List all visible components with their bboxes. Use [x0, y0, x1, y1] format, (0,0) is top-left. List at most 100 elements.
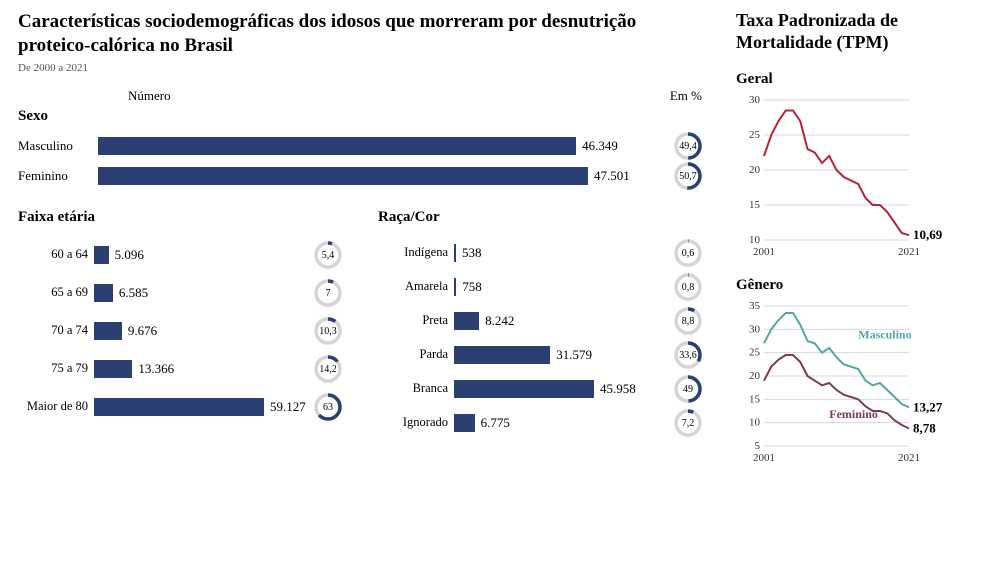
svg-text:7,2: 7,2 [682, 418, 695, 429]
svg-text:50,7: 50,7 [679, 171, 697, 182]
raca-rows: Indígena 538 0,6 Amarela 758 0,8 Preta 8… [378, 236, 708, 440]
svg-text:13,27: 13,27 [913, 400, 943, 415]
donut-wrap: 10,3 [308, 316, 348, 346]
row-value: 59.127 [270, 399, 306, 415]
row-category: 60 a 64 [18, 247, 94, 262]
svg-text:30: 30 [749, 94, 761, 106]
svg-text:10,3: 10,3 [319, 326, 337, 337]
svg-text:2021: 2021 [898, 452, 920, 464]
donut-wrap: 7 [308, 278, 348, 308]
bar-row: Feminino 47.501 50,7 [18, 161, 708, 191]
svg-text:14,2: 14,2 [319, 364, 337, 375]
donut-wrap: 8,8 [668, 306, 708, 336]
bar [454, 380, 594, 398]
faixa-rows: 60 a 64 5.096 5,4 65 a 69 6.585 7 70 a 7… [18, 236, 348, 426]
bar-row: Preta 8.242 8,8 [378, 304, 708, 338]
donut-icon: 7 [313, 278, 343, 308]
bar [454, 312, 479, 330]
chart-title-genero: Gênero [736, 277, 966, 294]
row-category: Parda [378, 347, 454, 362]
svg-text:20: 20 [749, 370, 761, 382]
bar [454, 244, 456, 262]
donut-wrap: 49 [668, 374, 708, 404]
donut-wrap: 7,2 [668, 408, 708, 438]
svg-text:2001: 2001 [753, 246, 775, 258]
bar-row: Parda 31.579 33,6 [378, 338, 708, 372]
bar [454, 346, 550, 364]
svg-text:Masculino: Masculino [858, 328, 911, 342]
svg-text:2021: 2021 [898, 246, 920, 258]
column-headers: Número Em % [18, 88, 708, 104]
geral-line-chart: 10152025302001202110,69 [736, 92, 951, 262]
row-category: Masculino [18, 138, 98, 154]
row-value: 6.775 [481, 415, 510, 431]
donut-wrap: 33,6 [668, 340, 708, 370]
svg-text:10: 10 [749, 417, 761, 429]
row-value: 45.958 [600, 381, 636, 397]
donut-icon: 10,3 [313, 316, 343, 346]
donut-icon: 49,4 [673, 131, 703, 161]
svg-text:49,4: 49,4 [679, 141, 697, 152]
bar-row: 70 a 74 9.676 10,3 [18, 312, 348, 350]
row-category: 65 a 69 [18, 285, 94, 300]
row-category: Preta [378, 313, 454, 328]
row-value: 47.501 [594, 168, 630, 184]
donut-icon: 50,7 [673, 161, 703, 191]
section-sexo: Sexo [18, 108, 708, 125]
bar-wrap: 9.676 [94, 322, 308, 340]
bar-wrap: 47.501 [98, 167, 668, 185]
bar-row: Maior de 80 59.127 63 [18, 388, 348, 426]
svg-text:30: 30 [749, 324, 761, 336]
donut-wrap: 50,7 [668, 161, 708, 191]
row-category: 75 a 79 [18, 361, 94, 376]
bar-row: 75 a 79 13.366 14,2 [18, 350, 348, 388]
bar-wrap: 6.585 [94, 284, 308, 302]
right-panel: Taxa Padronizada de Mortalidade (TPM) Ge… [736, 10, 966, 473]
donut-wrap: 0,8 [668, 272, 708, 302]
bar-wrap: 5.096 [94, 246, 308, 264]
row-category: Feminino [18, 168, 98, 184]
svg-text:5: 5 [755, 440, 761, 452]
bar-wrap: 31.579 [454, 346, 668, 364]
donut-icon: 7,2 [673, 408, 703, 438]
row-value: 5.096 [115, 247, 144, 263]
bar [94, 284, 113, 302]
svg-text:15: 15 [749, 394, 761, 406]
bar [454, 278, 456, 296]
chart-title-geral: Geral [736, 71, 966, 88]
svg-text:49: 49 [683, 384, 693, 395]
row-category: Indígena [378, 245, 454, 260]
subtitle: De 2000 a 2021 [18, 62, 708, 74]
donut-wrap: 14,2 [308, 354, 348, 384]
left-panel: Características sociodemográficas dos id… [18, 10, 708, 473]
bar-row: 65 a 69 6.585 7 [18, 274, 348, 312]
svg-text:Feminino: Feminino [829, 407, 878, 421]
row-value: 538 [462, 245, 482, 261]
header-numero: Número [128, 88, 171, 104]
row-category: Maior de 80 [18, 399, 94, 414]
svg-text:33,6: 33,6 [679, 350, 697, 361]
section-faixa: Faixa etária [18, 209, 348, 226]
bar [94, 246, 109, 264]
donut-icon: 33,6 [673, 340, 703, 370]
bar [98, 167, 588, 185]
donut-icon: 5,4 [313, 240, 343, 270]
donut-icon: 8,8 [673, 306, 703, 336]
svg-text:7: 7 [326, 288, 331, 299]
bar [98, 137, 576, 155]
row-value: 758 [462, 279, 482, 295]
row-category: Ignorado [378, 415, 454, 430]
faixa-column: Faixa etária 60 a 64 5.096 5,4 65 a 69 6… [18, 205, 348, 440]
svg-text:20: 20 [749, 164, 761, 176]
svg-text:5,4: 5,4 [322, 250, 335, 261]
row-category: 70 a 74 [18, 323, 94, 338]
bar-wrap: 6.775 [454, 414, 668, 432]
row-value: 6.585 [119, 285, 148, 301]
section-raca: Raça/Cor [378, 209, 708, 226]
bar [94, 398, 264, 416]
bar-wrap: 59.127 [94, 398, 308, 416]
donut-icon: 0,6 [673, 238, 703, 268]
raca-column: Raça/Cor Indígena 538 0,6 Amarela 758 0,… [378, 205, 708, 440]
row-category: Branca [378, 381, 454, 396]
bar-row: Indígena 538 0,6 [378, 236, 708, 270]
